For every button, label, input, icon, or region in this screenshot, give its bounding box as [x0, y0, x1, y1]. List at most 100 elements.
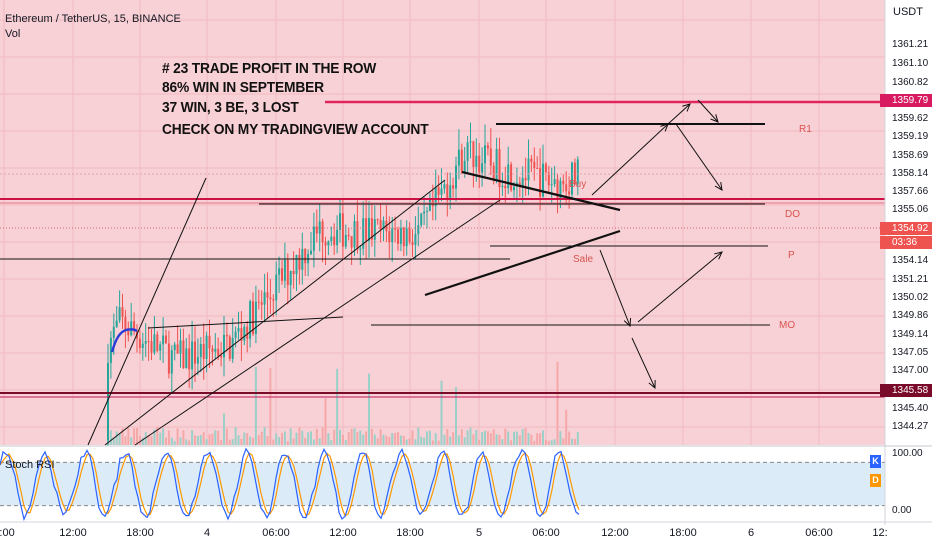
candle-body — [434, 187, 437, 207]
volume-bar — [440, 380, 443, 445]
volume-bar — [289, 428, 292, 445]
volume-bar — [295, 432, 298, 445]
candle-body — [107, 362, 109, 441]
candle-body — [208, 335, 211, 349]
candle-body — [162, 335, 165, 345]
candle-body — [356, 221, 359, 250]
volume-bar — [141, 437, 144, 445]
volume-bar — [382, 434, 385, 445]
time-tick: 6:00 — [0, 527, 15, 539]
volume-bar — [394, 433, 397, 445]
volume-bar — [507, 431, 510, 445]
volume-bar — [417, 427, 420, 445]
volume-bar — [498, 434, 501, 445]
volume-bar — [292, 438, 295, 445]
price-tick: 1345.40 — [892, 403, 929, 414]
candle-body — [295, 255, 298, 275]
rsi-tick-100: 100.00 — [892, 448, 923, 459]
volume-bar — [223, 413, 225, 445]
candle-body — [130, 321, 133, 336]
volume-bar — [312, 439, 315, 445]
candle-body — [440, 188, 443, 195]
candle-body — [249, 301, 252, 339]
candle-body — [437, 187, 440, 195]
candle-body — [127, 330, 130, 336]
arrow-head — [710, 114, 719, 123]
volume-bar — [437, 440, 440, 445]
symbol-title: Ethereum / TetherUS, 15, BINANCE — [5, 13, 181, 25]
volume-bar — [196, 436, 199, 445]
projection-arrow — [591, 123, 669, 196]
volume-bar — [162, 428, 165, 445]
candle-countdown: 03:36 — [880, 236, 932, 249]
volume-bar — [339, 429, 341, 445]
candle-body — [185, 348, 188, 368]
volume-bars — [107, 361, 579, 445]
volume-bar — [278, 437, 281, 445]
price-tick: 1347.00 — [892, 365, 929, 376]
time-tick: 4 — [203, 527, 211, 539]
volume-bar — [388, 436, 391, 445]
volume-bar — [127, 427, 130, 445]
volume-bar — [397, 432, 399, 445]
time-tick: 12:00 — [59, 527, 87, 539]
candle-body — [217, 348, 220, 356]
volume-bar — [542, 430, 544, 445]
volume-bar — [240, 438, 243, 445]
candle-body — [507, 164, 510, 189]
candle-body — [553, 179, 556, 185]
projection-arrow — [637, 251, 723, 323]
volume-bar — [266, 435, 269, 445]
volume-bar — [318, 438, 321, 445]
candle-body — [544, 163, 547, 173]
candle-body — [565, 184, 568, 192]
candle-body — [365, 218, 368, 241]
candle-body — [272, 299, 275, 301]
volume-bar — [481, 432, 484, 445]
volume-bar — [147, 435, 150, 445]
candle-body — [118, 307, 121, 321]
volume-bar — [556, 361, 559, 445]
candle-body — [278, 268, 281, 275]
volume-bar — [191, 430, 194, 445]
volume-bar — [411, 430, 414, 445]
candle-body — [237, 327, 240, 332]
volume-bar — [426, 431, 428, 445]
volume-bar — [165, 437, 167, 445]
candle-body — [170, 350, 173, 374]
candle-body — [234, 331, 237, 338]
price-pane-background — [0, 0, 885, 445]
candle-body — [191, 341, 194, 370]
candle-body — [486, 145, 489, 149]
volume-bar — [341, 434, 344, 445]
volume-bar — [170, 437, 173, 445]
candle-body — [124, 316, 127, 331]
candle-body — [402, 227, 405, 247]
volume-bar — [469, 427, 472, 445]
level-label-do: DO — [785, 209, 800, 220]
candle-body — [443, 184, 446, 189]
price-tick: 1359.19 — [892, 131, 929, 142]
candle-body — [466, 142, 469, 161]
volume-bar — [431, 440, 434, 445]
time-tick: 12: — [872, 527, 888, 539]
volume-bar — [144, 432, 147, 445]
volume-bar — [188, 440, 191, 445]
candle-body — [533, 161, 536, 168]
volume-bar — [402, 435, 405, 445]
volume-bar — [457, 435, 460, 445]
candle-body — [475, 155, 478, 167]
volume-bar — [550, 440, 553, 445]
volume-bar — [269, 367, 272, 445]
candle-body — [527, 158, 530, 181]
candle-body — [408, 228, 411, 242]
volume-bar — [283, 431, 286, 445]
volume-bar — [228, 439, 231, 445]
candle-body — [394, 228, 397, 230]
level-label-r1: R1 — [799, 124, 812, 135]
candle-body — [472, 141, 475, 167]
buy-label: Buy — [569, 179, 587, 190]
candle-body — [324, 242, 327, 246]
